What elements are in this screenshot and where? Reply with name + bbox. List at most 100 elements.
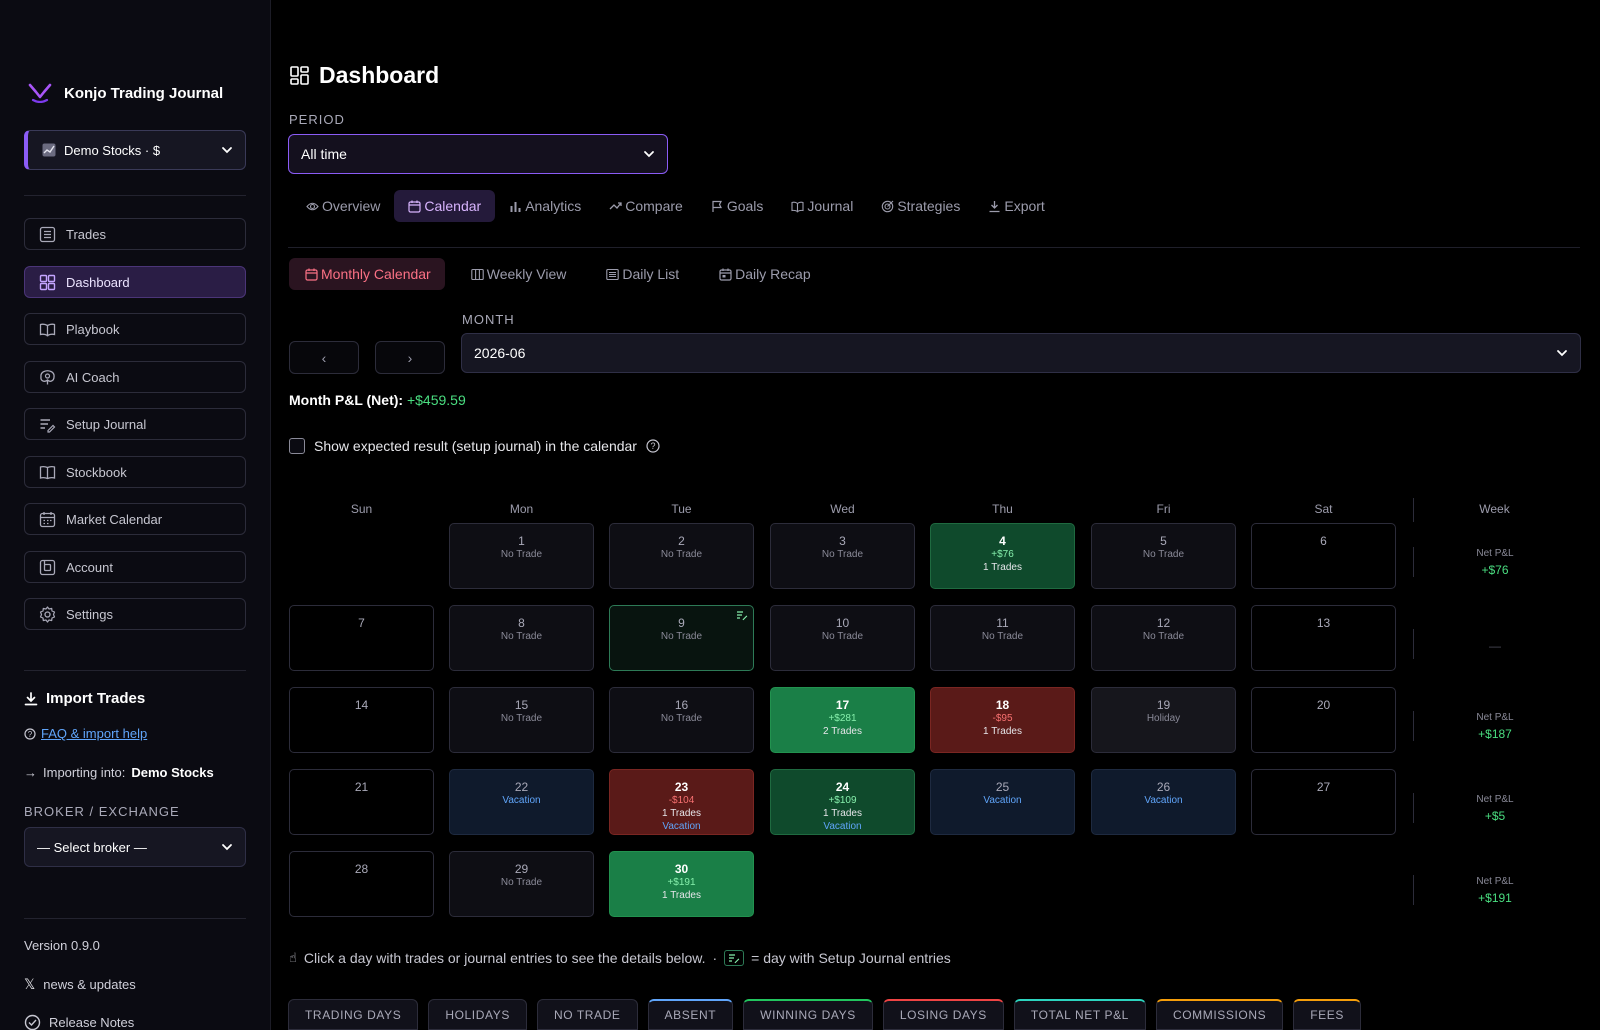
day-number: 6: [1320, 534, 1327, 548]
tab-compare[interactable]: Compare: [595, 190, 697, 222]
calendar-day[interactable]: 3 No Trade: [770, 523, 915, 589]
help-circle-icon[interactable]: ?: [646, 439, 660, 453]
calendar-day[interactable]: 25 Vacation: [930, 769, 1075, 835]
subtab-daily-list[interactable]: Daily List: [590, 258, 693, 290]
stat-trading-days[interactable]: TRADING DAYS: [288, 999, 419, 1030]
calendar-day[interactable]: 8 No Trade: [449, 605, 594, 671]
sidebar: Konjo Trading Journal Demo Stocks · $ Tr…: [0, 0, 271, 1030]
month-pnl: Month P&L (Net): +$459.59: [289, 392, 466, 408]
calendar-day[interactable]: 26 Vacation: [1091, 769, 1236, 835]
sidebar-item-settings[interactable]: Settings: [24, 598, 246, 630]
stat-winning-days[interactable]: WINNING DAYS: [743, 999, 873, 1030]
calendar-day[interactable]: 1 No Trade: [449, 523, 594, 589]
importing-target: Demo Stocks: [131, 765, 214, 780]
sidebar-item-stockbook[interactable]: Stockbook: [24, 456, 246, 488]
calendar-day[interactable]: 19 Holiday: [1091, 687, 1236, 753]
sidebar-item-account[interactable]: Account: [24, 551, 246, 583]
tab-calendar[interactable]: Calendar: [394, 190, 496, 222]
tab-strategies[interactable]: Strategies: [867, 190, 974, 222]
hint-separator: ·: [712, 950, 718, 966]
day-number: 15: [514, 698, 529, 712]
week-summary: —: [1420, 639, 1570, 653]
period-select[interactable]: All time: [288, 134, 668, 174]
list-icon: [606, 268, 620, 281]
brand[interactable]: Konjo Trading Journal: [28, 80, 223, 106]
sidebar-item-dashboard[interactable]: Dashboard: [24, 266, 246, 298]
calendar-day[interactable]: 4 +$76 1 Trades: [930, 523, 1075, 589]
subtab-weekly-view[interactable]: Weekly View: [455, 258, 581, 290]
badge-check-icon: [24, 1014, 41, 1030]
sidebar-item-playbook[interactable]: Playbook: [24, 313, 246, 345]
tab-label: Analytics: [525, 198, 582, 214]
month-pnl-label: Month P&L (Net):: [289, 392, 404, 408]
calendar-day: 7: [289, 605, 434, 671]
news-link[interactable]: 𝕏 news & updates: [24, 976, 136, 993]
broker-select[interactable]: — Select broker —: [24, 827, 246, 867]
day-number: 28: [354, 862, 369, 876]
calendar-day[interactable]: 5 No Trade: [1091, 523, 1236, 589]
import-trades-label: Import Trades: [46, 690, 146, 707]
subtab-daily-recap[interactable]: Daily Recap: [703, 258, 824, 290]
subtab-label: Monthly Calendar: [321, 266, 431, 282]
download-icon: [24, 691, 38, 705]
divider: [288, 247, 1580, 248]
sidebar-item-ai-coach[interactable]: AI Coach: [24, 361, 246, 393]
calendar-day[interactable]: 29 No Trade: [449, 851, 594, 917]
tab-goals[interactable]: Goals: [697, 190, 778, 222]
stat-no-trade[interactable]: NO TRADE: [536, 999, 638, 1030]
day-number: 12: [1156, 616, 1171, 630]
show-expected-checkbox[interactable]: [289, 438, 305, 454]
calendar-day[interactable]: 12 No Trade: [1091, 605, 1236, 671]
week-separator: [1413, 793, 1414, 823]
calendar-day[interactable]: 10 No Trade: [770, 605, 915, 671]
calendar-day[interactable]: 22 Vacation: [449, 769, 594, 835]
calendar-day[interactable]: 15 No Trade: [449, 687, 594, 753]
tab-analytics[interactable]: Analytics: [495, 190, 595, 222]
list-icon: [39, 226, 56, 243]
account-select[interactable]: Demo Stocks · $: [24, 130, 246, 170]
calendar-day[interactable]: 18 -$95 1 Trades: [930, 687, 1075, 753]
stat-fees[interactable]: FEES: [1293, 999, 1361, 1030]
stat-total-net-p-l[interactable]: TOTAL NET P&L: [1013, 999, 1146, 1030]
subtab-monthly-calendar[interactable]: Monthly Calendar: [289, 258, 445, 290]
month-select[interactable]: 2026-06: [461, 333, 1581, 373]
week-pnl-value: +$187: [1478, 727, 1512, 741]
release-notes-link[interactable]: Release Notes: [24, 1014, 134, 1030]
faq-link[interactable]: FAQ & import help: [41, 726, 148, 741]
sidebar-item-trades[interactable]: Trades: [24, 218, 246, 250]
day-pnl: +$109: [828, 795, 857, 806]
next-month-button[interactable]: ›: [375, 341, 445, 374]
calendar-day: 21: [289, 769, 434, 835]
calendar-day: 13: [1251, 605, 1396, 671]
arrow-right-icon: →: [24, 765, 37, 780]
stat-absent[interactable]: ABSENT: [647, 999, 734, 1030]
calendar-day[interactable]: 2 No Trade: [609, 523, 754, 589]
day-number: 20: [1316, 698, 1331, 712]
stat-holidays[interactable]: HOLIDAYS: [428, 999, 527, 1030]
week-pnl-label: Net P&L: [1476, 712, 1514, 723]
prev-month-button[interactable]: ‹: [289, 341, 359, 374]
calendar-day[interactable]: 17 +$281 2 Trades: [770, 687, 915, 753]
week-separator: [1413, 711, 1414, 741]
day-number: 26: [1156, 780, 1171, 794]
calendar-day[interactable]: 11 No Trade: [930, 605, 1075, 671]
day-trades: 1 Trades: [983, 726, 1022, 737]
calendar-day[interactable]: 16 No Trade: [609, 687, 754, 753]
stat-losing-days[interactable]: LOSING DAYS: [882, 999, 1004, 1030]
sidebar-item-market-calendar[interactable]: Market Calendar: [24, 503, 246, 535]
calendar-day[interactable]: 30 +$191 1 Trades: [609, 851, 754, 917]
calendar-day[interactable]: 9 No Trade: [609, 605, 754, 671]
day-trades: 1 Trades: [662, 890, 701, 901]
importing-into: → Importing into: Demo Stocks: [24, 765, 214, 780]
tab-export[interactable]: Export: [974, 190, 1058, 222]
day-number: 11: [996, 616, 1009, 630]
weekday-header: Tue: [671, 502, 692, 516]
sidebar-item-setup-journal[interactable]: Setup Journal: [24, 408, 246, 440]
stat-commissions[interactable]: COMMISSIONS: [1155, 999, 1284, 1030]
day-status: No Trade: [981, 631, 1024, 642]
calendar-day[interactable]: 23 -$104 1 Trades Vacation: [609, 769, 754, 835]
calendar-day[interactable]: 24 +$109 1 Trades Vacation: [770, 769, 915, 835]
tab-overview[interactable]: Overview: [292, 190, 394, 222]
tab-journal[interactable]: Journal: [777, 190, 867, 222]
day-number: 19: [1156, 698, 1171, 712]
